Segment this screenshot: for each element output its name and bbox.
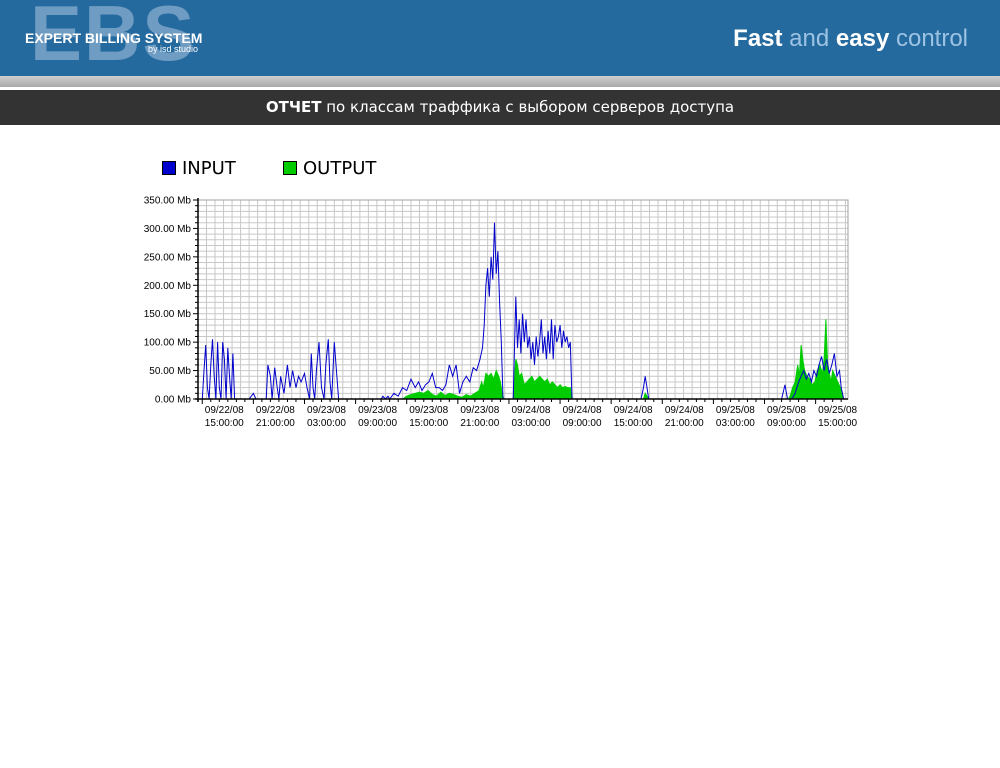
x-tick-label-date: 09/22/08 xyxy=(256,405,295,416)
tagline-word-control: control xyxy=(889,25,968,52)
x-tick-label-time: 15:00:00 xyxy=(818,418,857,429)
legend-item-output: OUTPUT xyxy=(283,158,376,179)
x-tick-label-time: 21:00:00 xyxy=(665,418,704,429)
y-tick-label: 200.00 Mb xyxy=(144,281,192,292)
header-divider-gap xyxy=(0,87,1000,90)
x-tick-label-time: 09:00:00 xyxy=(563,418,602,429)
report-title-bold: ОТЧЕТ xyxy=(265,98,322,116)
y-tick-label: 350.00 Mb xyxy=(144,196,192,207)
legend-label-input: INPUT xyxy=(182,158,236,179)
app-header: EBS EXPERT BILLING SYSTEM by isd studio … xyxy=(0,0,1000,76)
x-tick-label-date: 09/24/08 xyxy=(563,405,602,416)
x-tick-label-date: 09/23/08 xyxy=(460,405,499,416)
x-tick-label-time: 03:00:00 xyxy=(307,418,346,429)
report-title-bar: ОТЧЕТ по классам траффика с выбором серв… xyxy=(0,90,1000,125)
legend-swatch-output xyxy=(283,161,297,175)
y-tick-label: 300.00 Mb xyxy=(144,224,192,235)
legend-label-output: OUTPUT xyxy=(303,158,377,179)
x-tick-label-time: 03:00:00 xyxy=(716,418,755,429)
logo-title: EXPERT BILLING SYSTEM xyxy=(25,30,203,46)
x-tick-label-date: 09/25/08 xyxy=(716,405,755,416)
x-tick-label-date: 09/23/08 xyxy=(409,405,448,416)
series-output-area xyxy=(400,319,844,400)
x-tick-label-time: 21:00:00 xyxy=(256,418,295,429)
header-divider xyxy=(0,76,1000,87)
x-tick-label-time: 15:00:00 xyxy=(409,418,448,429)
tagline-word-and: and xyxy=(782,25,836,52)
x-tick-label-date: 09/23/08 xyxy=(307,405,346,416)
y-tick-label: 0.00 Mb xyxy=(155,395,192,406)
x-tick-label-date: 09/24/08 xyxy=(665,405,704,416)
y-tick-label: 50.00 Mb xyxy=(149,366,191,377)
y-tick-label: 100.00 Mb xyxy=(144,338,192,349)
tagline-word-easy: easy xyxy=(835,25,890,52)
tagline-word-fast: Fast xyxy=(733,25,783,52)
x-tick-label-time: 09:00:00 xyxy=(767,418,806,429)
x-tick-label-date: 09/25/08 xyxy=(767,405,806,416)
x-tick-label-time: 15:00:00 xyxy=(205,418,244,429)
x-tick-label-date: 09/23/08 xyxy=(358,405,397,416)
logo-subtitle: by isd studio xyxy=(148,44,199,54)
x-tick-label-time: 15:00:00 xyxy=(614,418,653,429)
legend-item-input: INPUT xyxy=(162,158,236,179)
x-tick-label-time: 21:00:00 xyxy=(460,418,499,429)
x-tick-label-time: 03:00:00 xyxy=(511,418,550,429)
y-tick-label: 250.00 Mb xyxy=(144,252,192,263)
report-title-text: по классам траффика с выбором серверов д… xyxy=(321,98,735,116)
y-tick-label: 150.00 Mb xyxy=(144,309,192,320)
logo-watermark: EBS xyxy=(30,0,197,77)
series-input-line xyxy=(201,222,845,400)
x-tick-label-date: 09/25/08 xyxy=(818,405,857,416)
plot-area xyxy=(198,200,848,399)
x-tick-label-date: 09/24/08 xyxy=(614,405,653,416)
x-tick-label-date: 09/24/08 xyxy=(511,405,550,416)
tagline: Fast and easy control xyxy=(733,25,968,53)
x-tick-label-time: 09:00:00 xyxy=(358,418,397,429)
legend-swatch-input xyxy=(162,161,176,175)
x-tick-label-date: 09/22/08 xyxy=(205,405,244,416)
